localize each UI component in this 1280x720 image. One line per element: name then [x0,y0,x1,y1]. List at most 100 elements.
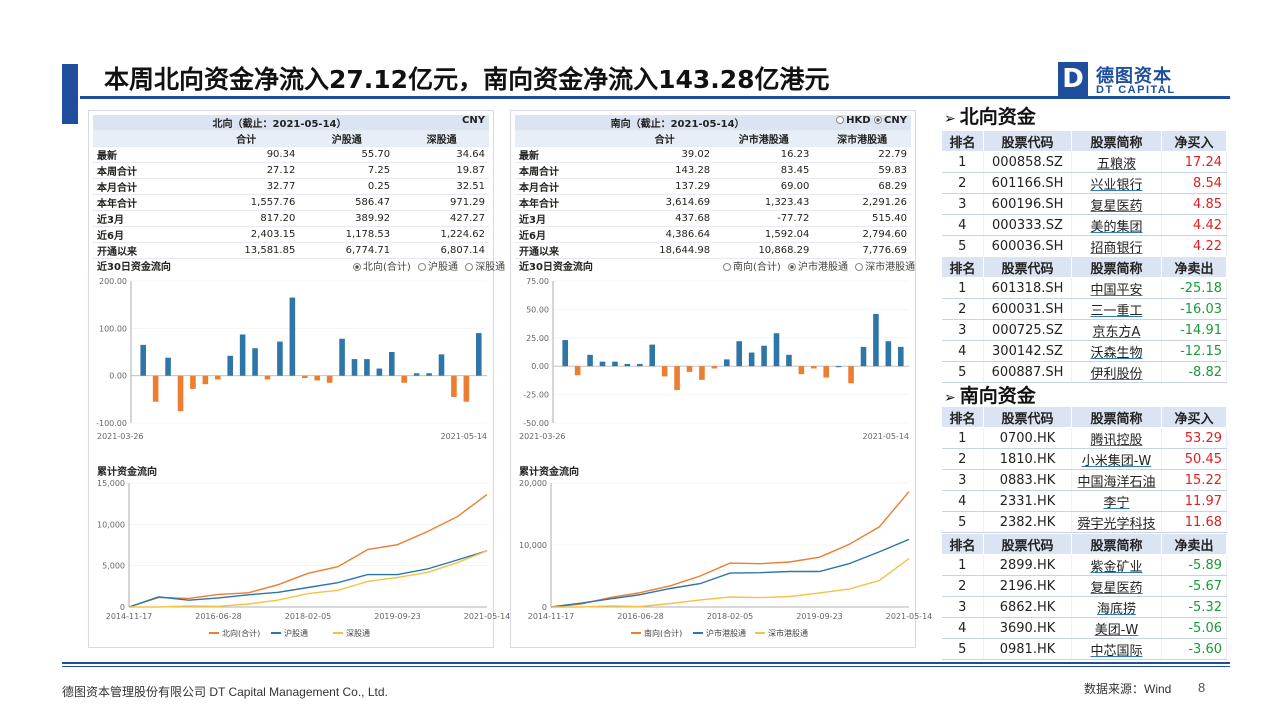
y-tick-label: -25.00 [523,391,549,400]
rank-row[interactable]: 5 600036.SH 招商银行 4.22 [941,235,1227,257]
rank-row[interactable]: 3 000725.SZ 京东方A -14.91 [941,319,1227,341]
rank-row[interactable]: 4 000333.SZ 美的集团 4.42 [941,214,1227,236]
stock-name[interactable]: 三一重工 [1071,298,1162,320]
bar [885,341,892,367]
stock-name[interactable]: 复星医药 [1071,575,1162,597]
rank-number: 3 [941,596,984,618]
stats-row-label: 本周合计 [515,162,615,179]
y-tick-label: -50.00 [523,419,549,428]
stats-row-label: 最新 [93,146,193,163]
x-tick-label: 2021-05-14 [886,612,933,621]
radio-icon [465,263,474,271]
stats-cell: 137.29 [615,178,715,195]
south-stats-header: 南向（截止：2021-05-14） HKD CNY [515,115,911,131]
rank-header-cell: 股票代码 [983,533,1072,555]
rank-header-cell: 净买入 [1161,406,1227,428]
y-tick-label: 200.00 [99,277,127,286]
rank-row[interactable]: 3 0883.HK 中国海洋石油 15.22 [941,469,1227,491]
stock-name[interactable]: 招商银行 [1071,235,1162,257]
rank-row[interactable]: 1 0700.HK 腾讯控股 53.29 [941,427,1227,449]
rank-header-cell: 净买入 [1161,130,1227,152]
south-currency-hkd[interactable]: HKD [846,115,871,126]
stock-name[interactable]: 李宁 [1071,490,1162,512]
rank-row[interactable]: 3 6862.HK 海底捞 -5.32 [941,596,1227,618]
bar [636,363,643,367]
rank-row[interactable]: 2 2196.HK 复星医药 -5.67 [941,575,1227,597]
rank-row[interactable]: 1 000858.SZ 五粮液 17.24 [941,151,1227,173]
stock-name[interactable]: 紫金矿业 [1071,554,1162,576]
rank-row[interactable]: 2 1810.HK 小米集团-W 50.45 [941,448,1227,470]
south-cum-title: 累计资金流向 [519,467,579,478]
stock-name[interactable]: 五粮液 [1071,151,1162,173]
rank-row[interactable]: 5 2382.HK 舜宇光学科技 11.68 [941,511,1227,533]
logo-cn-text: 德图资本 [1096,66,1172,86]
bar [798,366,805,375]
rank-number: 5 [941,361,984,383]
y-tick-label: 0.00 [109,372,127,381]
series-line [129,550,488,608]
stock-code: 600036.SH [983,235,1072,257]
north-30d-legend[interactable]: 北向(合计) 沪股通 深股通 [349,258,505,273]
south-30d-legend-1[interactable]: 沪市港股通 [788,262,848,273]
rank-number: 1 [941,151,984,173]
bar [413,373,420,376]
stock-name[interactable]: 沃森生物 [1071,340,1162,362]
stock-name[interactable]: 海底捞 [1071,596,1162,618]
south-currency-cny[interactable]: CNY [884,115,907,126]
rank-header-cell: 股票代码 [983,406,1072,428]
north-sell-table: 排名 股票代码 股票简称 净卖出 1 601318.SH 中国平安 -25.18 2 600031… [941,256,1227,383]
stats-cell: 90.34 [193,146,300,163]
south-30d-legend-0[interactable]: 南向(合计) [723,262,781,273]
rank-row[interactable]: 1 2899.HK 紫金矿业 -5.89 [941,554,1227,576]
stock-name[interactable]: 腾讯控股 [1071,427,1162,449]
bar [314,375,321,381]
stock-name[interactable]: 中国平安 [1071,277,1162,299]
stats-row: 本月合计 137.29 69.00 68.29 [515,178,911,195]
stock-name[interactable]: 兴业银行 [1071,172,1162,194]
rank-header-cell: 净卖出 [1161,256,1227,278]
stock-name[interactable]: 中国海洋石油 [1071,469,1162,491]
net-value: 17.24 [1161,151,1227,173]
rank-row[interactable]: 2 601166.SH 兴业银行 8.54 [941,172,1227,194]
x-tick-label: 2021-03-26 [97,432,144,441]
stock-name[interactable]: 京东方A [1071,319,1162,341]
rank-row[interactable]: 4 2331.HK 李宁 11.97 [941,490,1227,512]
stock-name[interactable]: 中芯国际 [1071,638,1162,660]
north-30d-legend-0[interactable]: 北向(合计) [353,262,411,273]
north-30d-legend-1[interactable]: 沪股通 [418,262,458,273]
stock-name[interactable]: 伊利股份 [1071,361,1162,383]
south-currency-toggle[interactable]: HKD CNY [836,115,907,126]
rank-row[interactable]: 5 600887.SH 伊利股份 -8.82 [941,361,1227,383]
stats-cell: 16.23 [714,146,814,163]
rank-row[interactable]: 1 601318.SH 中国平安 -25.18 [941,277,1227,299]
south-30d-legend[interactable]: 南向(合计) 沪市港股通 深市港股通 [719,258,915,273]
north-30d-legend-2[interactable]: 深股通 [465,262,505,273]
rank-header-cell: 排名 [941,406,984,428]
north-30d-legend-1-label: 沪股通 [428,262,458,273]
bar [301,375,308,379]
stats-cell: 83.45 [714,162,814,179]
north-panel: 北向（截止：2021-05-14） CNY 合计 沪股通 深股通 最新 90.34… [88,110,510,648]
rank-row[interactable]: 3 600196.SH 复星医药 4.85 [941,193,1227,215]
rank-row[interactable]: 2 600031.SH 三一重工 -16.03 [941,298,1227,320]
stats-row-label: 本年合计 [515,194,615,211]
rank-row[interactable]: 5 0981.HK 中芯国际 -3.60 [941,638,1227,660]
stock-code: 2196.HK [983,575,1072,597]
stats-cell: 4,386.64 [615,226,715,243]
stock-name[interactable]: 舜宇光学科技 [1071,511,1162,533]
footer-company: 德图资本管理股份有限公司 DT Capital Management Co., … [62,685,388,699]
stock-name[interactable]: 小米集团-W [1071,448,1162,470]
bar [438,354,445,376]
stock-name[interactable]: 复星医药 [1071,193,1162,215]
bar [177,375,184,412]
rank-row[interactable]: 4 300142.SZ 沃森生物 -12.15 [941,340,1227,362]
south-30d-legend-2[interactable]: 深市港股通 [855,262,915,273]
stock-name[interactable]: 美团-W [1071,617,1162,639]
south-30d-legend-1-label: 沪市港股通 [798,262,848,273]
rank-header-cell: 股票代码 [983,130,1072,152]
stock-name[interactable]: 美的集团 [1071,214,1162,236]
south-col-0: 合计 [615,130,715,147]
rank-row[interactable]: 4 3690.HK 美团-W -5.06 [941,617,1227,639]
rank-header-cell: 股票简称 [1071,130,1162,152]
bar [699,366,705,380]
